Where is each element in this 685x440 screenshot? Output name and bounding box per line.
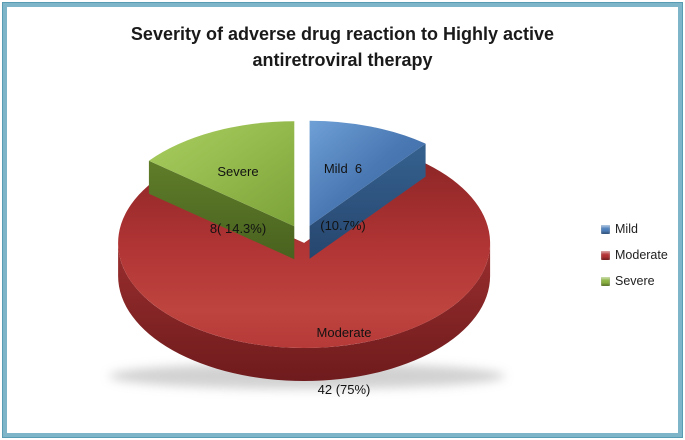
legend-label-moderate: Moderate (615, 248, 668, 262)
pie-severe-side-wall (148, 160, 295, 260)
slice-label-mild: Mild 6 (10.7%) (273, 121, 413, 254)
slice-label-mild-value: (10.7%) (320, 218, 366, 233)
pie-mild-side-wall (309, 143, 426, 259)
slice-label-severe-name: Severe (217, 164, 259, 179)
slice-label-moderate: Moderate 42 (75%) (269, 285, 419, 418)
pie-mild-top (309, 120, 426, 226)
legend-label-mild: Mild (615, 222, 638, 236)
pie-severe-top (148, 121, 295, 227)
legend: Mild Moderate Severe (601, 222, 668, 288)
pie-moderate-outer-wall (118, 243, 491, 381)
slice-label-severe: Severe 8( 14.3%) (163, 124, 313, 257)
legend-item-severe: Severe (601, 274, 668, 288)
slice-label-moderate-value: 42 (75%) (317, 382, 371, 397)
legend-swatch-moderate-icon (601, 250, 610, 260)
slice-label-moderate-name: Moderate (316, 325, 372, 340)
legend-item-mild: Mild (601, 222, 668, 236)
slice-label-mild-name: Mild 6 (323, 161, 363, 176)
slice-label-severe-value: 8( 14.3%) (209, 221, 267, 236)
chart-title: Severity of adverse drug reaction to Hig… (130, 24, 555, 70)
legend-label-severe: Severe (615, 274, 655, 288)
legend-item-moderate: Moderate (601, 248, 668, 262)
legend-swatch-severe-icon (601, 276, 610, 286)
legend-swatch-mild-icon (601, 224, 610, 234)
